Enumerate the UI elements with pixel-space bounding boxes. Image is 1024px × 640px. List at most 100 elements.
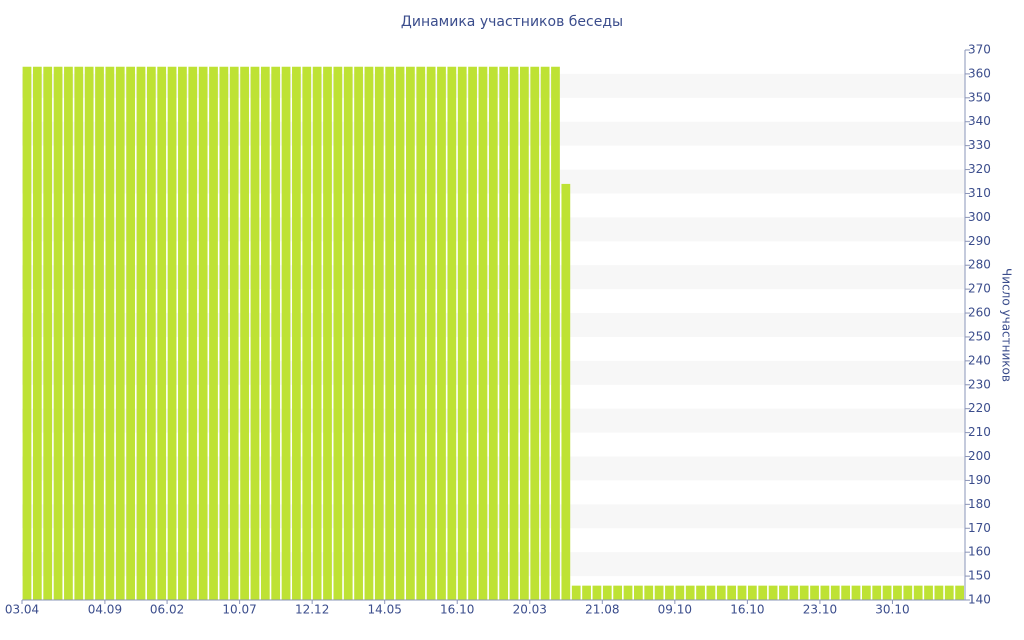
- bar: [416, 66, 426, 600]
- bar: [240, 66, 249, 600]
- y-tick-label: 280: [968, 258, 991, 272]
- y-tick-label: 140: [968, 593, 991, 607]
- y-tick-label: 200: [968, 449, 991, 463]
- y-tick-label: 360: [968, 66, 991, 80]
- y-axis-title: Число участников: [1000, 268, 1014, 382]
- bar: [426, 66, 436, 600]
- bar: [84, 66, 94, 600]
- bar: [447, 66, 457, 600]
- chart-title: Динамика участников беседы: [401, 14, 623, 30]
- bar: [779, 585, 788, 600]
- bar: [530, 66, 540, 600]
- bar: [882, 585, 892, 600]
- bar: [623, 585, 633, 600]
- bar: [323, 66, 332, 600]
- bar: [115, 66, 125, 600]
- bar: [665, 585, 674, 600]
- bar: [499, 66, 509, 600]
- bar: [260, 66, 270, 600]
- bar: [292, 66, 301, 600]
- y-tick-label: 320: [968, 162, 991, 176]
- bar: [841, 585, 851, 600]
- x-tick-label: 23.10: [803, 603, 837, 617]
- bar: [157, 66, 167, 600]
- bar: [913, 585, 923, 600]
- bar: [872, 585, 882, 600]
- bar: [146, 66, 156, 600]
- y-tick-label: 350: [968, 90, 991, 104]
- bar: [696, 585, 705, 600]
- bar: [74, 66, 84, 600]
- bar: [167, 66, 177, 600]
- bar: [302, 66, 312, 600]
- bar: [95, 66, 104, 600]
- bar: [582, 585, 591, 600]
- y-tick-label: 150: [968, 569, 991, 583]
- y-tick-label: 160: [968, 545, 991, 559]
- bar: [934, 585, 944, 600]
- bar: [53, 66, 63, 600]
- bar: [312, 66, 322, 600]
- y-tick-label: 220: [968, 401, 991, 415]
- y-tick-label: 230: [968, 377, 991, 391]
- bar: [343, 66, 353, 600]
- bar: [229, 66, 239, 600]
- bar: [893, 585, 902, 600]
- bar: [468, 66, 477, 600]
- bar: [955, 585, 964, 600]
- bar: [810, 585, 819, 600]
- y-tick-label: 170: [968, 521, 991, 535]
- y-tick-label: 260: [968, 306, 991, 320]
- bar: [830, 585, 840, 600]
- bar: [509, 66, 519, 600]
- y-tick-label: 300: [968, 210, 991, 224]
- bar: [178, 66, 187, 600]
- bar: [758, 585, 768, 600]
- x-tick-label: 16.10: [730, 603, 764, 617]
- bar: [457, 66, 467, 600]
- bar: [944, 585, 954, 600]
- bar: [551, 66, 560, 600]
- x-tick-label: 09.10: [658, 603, 692, 617]
- bar: [385, 66, 395, 600]
- y-tick-label: 330: [968, 138, 991, 152]
- bar: [478, 66, 488, 600]
- bar: [592, 585, 602, 600]
- y-tick-label: 340: [968, 114, 991, 128]
- x-tick-label: 16.10: [440, 603, 474, 617]
- bar: [395, 66, 405, 600]
- bar: [727, 585, 737, 600]
- bar: [250, 66, 260, 600]
- x-tick-label: 06.02: [150, 603, 184, 617]
- y-tick-label: 210: [968, 425, 991, 439]
- x-tick-label: 04.09: [88, 603, 122, 617]
- bar: [685, 585, 695, 600]
- bar: [374, 66, 384, 600]
- bar: [644, 585, 654, 600]
- bar: [188, 66, 198, 600]
- y-tick-label: 370: [968, 43, 991, 57]
- bar: [333, 66, 343, 600]
- bar: [354, 66, 363, 600]
- bar: [716, 585, 726, 600]
- x-tick-label: 30.10: [875, 603, 909, 617]
- bar: [903, 585, 913, 600]
- y-tick-label: 240: [968, 353, 991, 367]
- bar: [219, 66, 229, 600]
- bar: [768, 585, 778, 600]
- bar: [789, 585, 799, 600]
- bar: [198, 66, 208, 600]
- bar: [271, 66, 281, 600]
- bar: [22, 66, 32, 600]
- bar: [126, 66, 135, 600]
- bar: [737, 585, 747, 600]
- y-tick-label: 180: [968, 497, 991, 511]
- bar: [281, 66, 291, 600]
- x-tick-label: 10.07: [222, 603, 256, 617]
- y-tick-label: 250: [968, 329, 991, 343]
- bar: [209, 66, 218, 600]
- bar: [799, 585, 809, 600]
- bar: [613, 585, 623, 600]
- y-tick-label: 270: [968, 282, 991, 296]
- bar: [675, 585, 685, 600]
